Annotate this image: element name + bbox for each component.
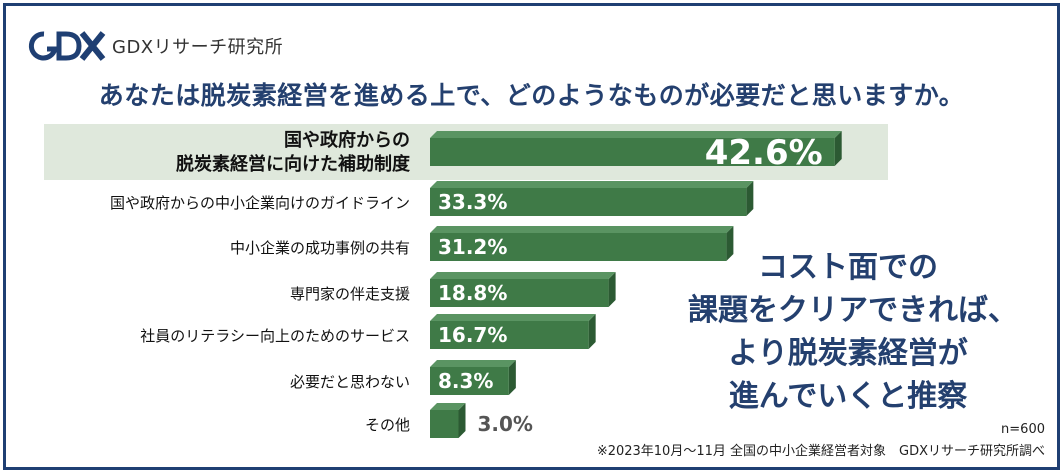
category-label: 中小企業の成功事例の共有: [230, 239, 410, 257]
bar-side: [746, 181, 754, 216]
brand-name: GDXリサーチ研究所: [112, 37, 284, 58]
category-label: 社員のリテラシー向上のためのサービス: [140, 327, 410, 345]
bar-top: [430, 314, 596, 321]
survey-question: あなたは脱炭素経営を進める上で、どのようなものが必要だと思いますか。: [98, 81, 965, 110]
data-label: 42.6%: [705, 133, 823, 173]
category-label: 必要だと思わない: [290, 373, 410, 391]
bar-top: [430, 272, 616, 279]
bar-top: [430, 360, 516, 367]
conclusion-line: より脱炭素経営が: [728, 336, 968, 371]
sample-size-note: n=600: [1001, 422, 1045, 437]
bar-top: [430, 403, 466, 410]
source-footnote: ※2023年10月～11月 全国の中小企業経営者対象 GDXリサーチ研究所調べ: [596, 444, 1045, 459]
data-label: 8.3%: [438, 369, 493, 393]
bar-side: [588, 314, 596, 349]
bar-side: [608, 272, 616, 307]
conclusion-text: コスト面での 課題をクリアできれば、 より脱炭素経営が 進んでいくと推察: [688, 246, 1018, 418]
bar-side: [508, 360, 516, 395]
conclusion-line: 課題をクリアできれば、: [688, 293, 1018, 328]
category-label: その他: [365, 416, 410, 434]
category-label: 専門家の伴走支援: [290, 285, 410, 303]
bar-side: [834, 131, 842, 166]
bar-side: [458, 403, 466, 438]
gdx-logo-icon: [28, 31, 106, 61]
data-label: 3.0%: [478, 412, 533, 436]
conclusion-line: 進んでいくと推察: [728, 379, 968, 414]
bar-top: [430, 131, 842, 138]
conclusion-line: コスト面での: [758, 250, 938, 285]
bar: [430, 233, 727, 261]
data-label: 16.7%: [438, 323, 507, 347]
bar: [430, 279, 609, 307]
data-label: 31.2%: [438, 235, 507, 259]
data-label: 18.8%: [438, 281, 507, 305]
bar: [430, 367, 509, 395]
data-label: 33.3%: [438, 190, 507, 214]
infographic-frame: GDXリサーチ研究所 あなたは脱炭素経営を進める上で、どのようなものが必要だと思…: [3, 3, 1060, 470]
bar-top: [430, 226, 734, 233]
bar: [430, 321, 589, 349]
bar: [430, 410, 459, 438]
category-label: 国や政府からの: [284, 129, 410, 151]
bar-side: [726, 226, 734, 261]
category-label: 脱炭素経営に向けた補助制度: [176, 153, 411, 175]
bar-top: [430, 181, 754, 188]
category-label: 国や政府からの中小企業向けのガイドライン: [110, 194, 410, 212]
brand-logo: GDXリサーチ研究所: [28, 30, 283, 62]
bar: [430, 188, 747, 216]
bar: [430, 138, 835, 166]
